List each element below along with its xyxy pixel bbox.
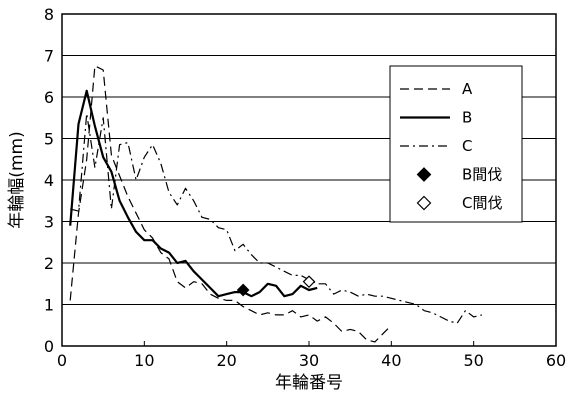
legend-box	[389, 65, 523, 223]
y-tick-label: 1	[44, 296, 54, 315]
filled-diamond-marker	[236, 283, 250, 297]
y-tick-label: 0	[44, 337, 54, 356]
x-tick-label: 50	[463, 351, 483, 370]
series-line-b	[69, 89, 318, 298]
y-tick-label: 8	[44, 5, 54, 24]
axis-ticks: 0 1 2 3 4 5 6 7 8 0 10 20 30 40 50 60	[44, 5, 566, 370]
legend-open-diamond-icon	[416, 195, 432, 211]
legend-filled-diamond-icon	[416, 167, 432, 182]
y-tick-label: 2	[44, 254, 54, 273]
x-tick-label: 30	[299, 351, 319, 370]
open-diamond-marker	[302, 275, 316, 289]
x-tick-label: 0	[57, 351, 67, 370]
x-tick-label: 10	[134, 351, 154, 370]
y-tick-label: 7	[44, 47, 54, 66]
grid-lines	[62, 55, 556, 305]
legend: ABC B間伐 C間伐	[389, 65, 523, 223]
x-tick-label: 20	[216, 351, 236, 370]
series-lines	[69, 65, 483, 343]
y-tick-label: 5	[44, 130, 54, 149]
legend-label: A	[462, 80, 473, 98]
legend-label: C	[462, 137, 472, 155]
y-tick-label: 6	[44, 88, 54, 107]
series-line-a	[69, 65, 392, 343]
y-tick-label: 3	[44, 213, 54, 232]
thinning-markers	[236, 275, 316, 297]
legend-label: B間伐	[462, 166, 502, 184]
legend-label: B	[462, 109, 472, 127]
y-tick-label: 4	[44, 171, 54, 190]
legend-label: C間伐	[462, 194, 502, 212]
x-tick-label: 60	[546, 351, 566, 370]
y-axis-title: 年輪幅(mm)	[7, 131, 27, 228]
x-axis-title: 年輪番号	[275, 373, 343, 393]
series-line-c	[70, 112, 483, 324]
x-tick-label: 40	[381, 351, 401, 370]
